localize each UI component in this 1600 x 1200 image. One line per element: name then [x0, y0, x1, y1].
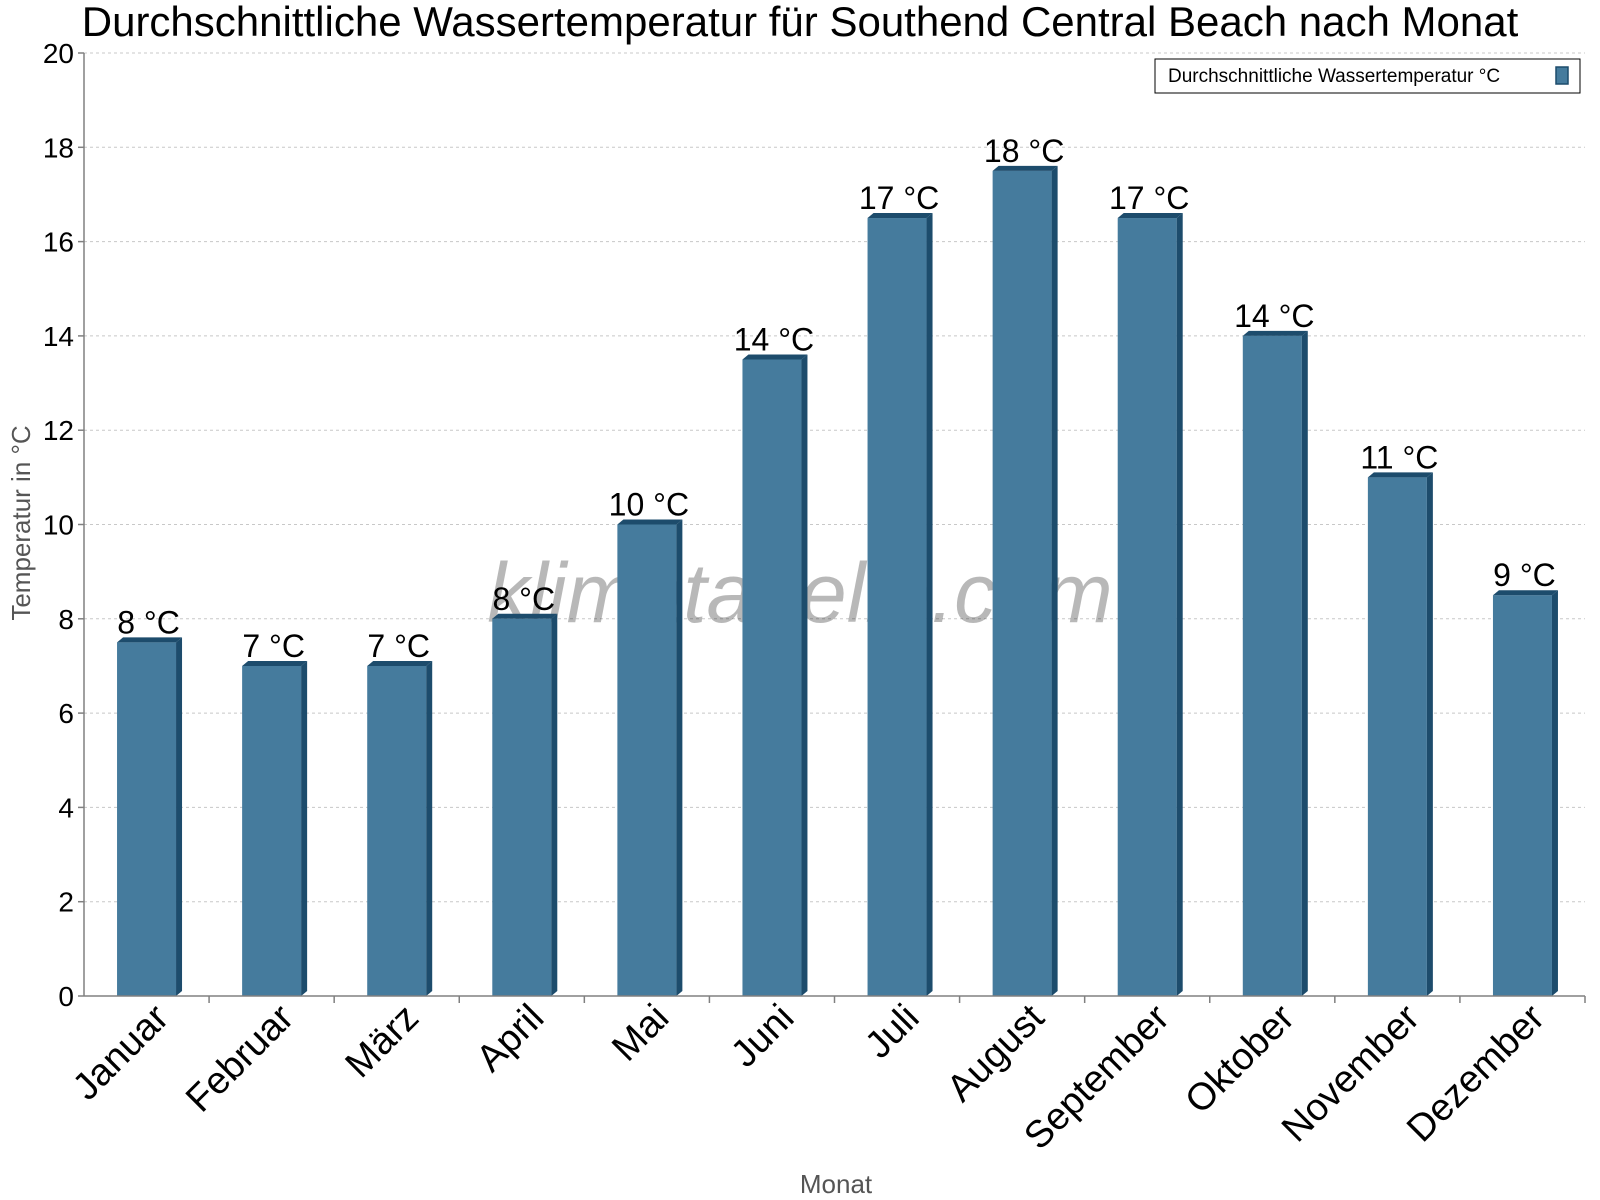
data-label: 9 °C: [1493, 557, 1556, 593]
x-tick-label: Mai: [604, 997, 677, 1070]
bar-side: [1176, 213, 1183, 996]
bar-front: [867, 218, 927, 996]
bar-oktober: [1242, 330, 1308, 996]
y-tick-label: 16: [43, 227, 74, 258]
y-tick-label: 20: [43, 38, 74, 69]
x-tick-label: Juli: [857, 997, 927, 1067]
x-tick-label: August: [939, 996, 1053, 1110]
data-label: 11 °C: [1360, 439, 1438, 475]
bar-front: [1367, 477, 1427, 997]
data-label: 14 °C: [734, 321, 814, 357]
bar-front: [1242, 335, 1302, 996]
bar-side: [1301, 330, 1308, 996]
data-label: 7 °C: [367, 628, 430, 664]
x-tick-label: Juni: [723, 997, 802, 1076]
legend-swatch: [1555, 66, 1569, 85]
y-tick-label: 4: [58, 792, 74, 823]
data-label: 18 °C: [984, 133, 1064, 169]
bar-dezember: [1492, 590, 1558, 996]
bar-front: [992, 170, 1052, 996]
x-tick-labels: Januar Februar März April Mai Juni Juli AugustS…: [65, 996, 1553, 1157]
bar-märz: [367, 660, 433, 996]
bar-side: [801, 354, 808, 997]
bar-juli: [867, 213, 933, 996]
y-tick-label: 0: [58, 981, 74, 1012]
chart-title: Durchschnittliche Wassertemperatur für S…: [82, 0, 1519, 45]
y-tick-label: 14: [43, 321, 74, 352]
bar-juni: [742, 354, 808, 997]
bar-top: [1117, 213, 1183, 219]
x-tick-label: Oktober: [1177, 996, 1303, 1122]
bar-januar: [117, 637, 183, 996]
x-tick-label: April: [469, 997, 552, 1080]
bar-top: [867, 213, 933, 219]
bar-front: [492, 618, 552, 996]
bar-top: [1367, 472, 1433, 478]
data-labels: 8 °C 7 °C 7 °C 8 °C 10 °C 14 °C 17 °C 18 °C 17 °…: [117, 133, 1556, 664]
bar-side: [1426, 472, 1433, 997]
y-tick-label: 6: [58, 698, 74, 729]
x-tick-label: Dezember: [1399, 996, 1553, 1150]
bar-top: [742, 354, 808, 360]
y-axis-title: Temperatur in °C: [6, 425, 36, 620]
data-label: 14 °C: [1234, 298, 1314, 334]
data-label: 10 °C: [609, 487, 689, 523]
bar-side: [426, 660, 433, 996]
bar-november: [1367, 472, 1433, 997]
data-label: 17 °C: [1109, 180, 1189, 216]
y-tick-label: 10: [43, 510, 74, 541]
y-tick-label: 18: [43, 132, 74, 163]
bar-august: [992, 165, 1058, 996]
bar-top: [1242, 330, 1308, 336]
bar-front: [617, 524, 677, 996]
bar-front: [367, 665, 427, 996]
data-label: 8 °C: [117, 604, 180, 640]
grid-lines: [84, 52, 1585, 903]
legend-series-label: Durchschnittliche Wassertemperatur °C: [1168, 66, 1500, 87]
bar-top: [367, 660, 433, 666]
bar-top: [617, 519, 683, 525]
x-axis-title: Monat: [800, 1169, 873, 1199]
bar-front: [117, 642, 177, 996]
bar-side: [1051, 165, 1058, 996]
x-tick-label: Februar: [178, 996, 302, 1120]
y-tick-label: 12: [43, 415, 74, 446]
bar-top: [117, 637, 183, 643]
bar-front: [742, 359, 802, 997]
legend: Durchschnittliche Wassertemperatur °C: [1154, 58, 1581, 94]
legend-box: [1154, 58, 1581, 94]
bar-side: [676, 519, 683, 996]
bar-top: [242, 660, 308, 666]
y-tick-label: 8: [58, 604, 74, 635]
data-label: 8 °C: [492, 581, 555, 617]
bar-front: [1492, 595, 1552, 996]
bar-front: [1117, 218, 1177, 996]
axes: [78, 52, 1586, 1003]
y-tick-labels: 0 2 4 6 8 10 12 14 16 18 20: [43, 38, 74, 1012]
bar-side: [926, 213, 933, 996]
data-label: 17 °C: [859, 180, 939, 216]
bar-mai: [617, 519, 683, 996]
bar-top: [1492, 590, 1558, 596]
x-tick-label: Januar: [65, 996, 177, 1108]
bars: [117, 165, 1558, 997]
bar-september: [1117, 213, 1183, 996]
bar-april: [492, 613, 558, 996]
bar-top: [492, 613, 558, 619]
bar-februar: [242, 660, 308, 996]
bar-side: [551, 613, 558, 996]
x-tick-label: März: [338, 997, 427, 1086]
data-label: 7 °C: [242, 628, 305, 664]
y-tick-label: 2: [58, 887, 74, 918]
bar-side: [1551, 590, 1558, 996]
bar-front: [242, 665, 302, 996]
bar-side: [301, 660, 308, 996]
bar-top: [992, 165, 1058, 171]
bar-side: [176, 637, 183, 996]
